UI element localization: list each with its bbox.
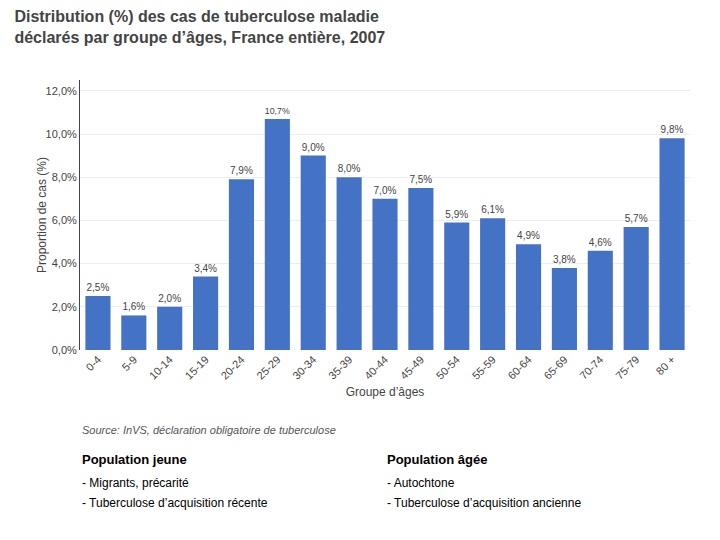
svg-text:- Migrants, précarité: - Migrants, précarité [82,476,189,490]
svg-text:25-29: 25-29 [254,353,282,381]
svg-text:Groupe d’âges: Groupe d’âges [346,385,425,399]
svg-text:30-34: 30-34 [290,353,318,381]
svg-text:6,0%: 6,0% [52,214,77,226]
svg-text:Population âgée: Population âgée [387,452,487,467]
svg-text:20-24: 20-24 [218,353,246,381]
svg-text:- Tuberculose d’acquisition ré: - Tuberculose d’acquisition récente [82,496,268,510]
svg-text:2,0%: 2,0% [158,293,181,304]
svg-text:3,4%: 3,4% [194,263,217,274]
svg-text:7,5%: 7,5% [409,174,432,185]
svg-text:7,0%: 7,0% [374,185,397,196]
svg-text:2,5%: 2,5% [86,282,109,293]
svg-text:- Tuberculose d’acquisition an: - Tuberculose d’acquisition ancienne [387,496,581,510]
svg-text:15-19: 15-19 [183,353,211,381]
svg-text:55-59: 55-59 [470,353,498,381]
svg-text:35-39: 35-39 [326,353,354,381]
svg-text:10-14: 10-14 [147,353,175,381]
svg-text:0,0%: 0,0% [52,344,77,356]
svg-text:2,0%: 2,0% [52,301,77,313]
svg-text:5-9: 5-9 [119,353,139,373]
svg-text:3,8%: 3,8% [553,254,576,265]
svg-text:5,9%: 5,9% [445,209,468,220]
svg-text:Proportion de cas (%): Proportion de cas (%) [35,157,49,273]
svg-text:Population jeune: Population jeune [82,452,187,467]
svg-text:12,0%: 12,0% [46,85,77,97]
svg-text:75-79: 75-79 [613,353,641,381]
svg-text:1,6%: 1,6% [122,301,145,312]
svg-text:40-44: 40-44 [362,353,390,381]
svg-text:Source: InVS, déclaration obli: Source: InVS, déclaration obligatoire de… [82,424,336,436]
svg-text:4,6%: 4,6% [589,237,612,248]
svg-text:9,8%: 9,8% [661,124,684,135]
svg-text:65-69: 65-69 [541,353,569,381]
svg-text:10,0%: 10,0% [46,128,77,140]
svg-text:0-4: 0-4 [84,353,104,373]
svg-text:4,0%: 4,0% [52,257,77,269]
svg-text:5,7%: 5,7% [625,213,648,224]
svg-text:10,7%: 10,7% [265,106,290,116]
svg-text:Distribution (%) des cas de tu: Distribution (%) des cas de tuberculose … [14,8,385,46]
svg-text:8,0%: 8,0% [52,171,77,183]
svg-text:9,0%: 9,0% [302,142,325,153]
svg-text:50-54: 50-54 [434,353,462,381]
svg-text:7,9%: 7,9% [230,165,253,176]
svg-text:8,0%: 8,0% [338,163,361,174]
svg-text:45-49: 45-49 [398,353,426,381]
svg-text:80 +: 80 + [654,353,678,377]
svg-text:6,1%: 6,1% [481,204,504,215]
svg-text:70-74: 70-74 [577,353,605,381]
svg-text:4,9%: 4,9% [517,230,540,241]
svg-text:60-64: 60-64 [505,353,533,381]
svg-text:- Autochtone: - Autochtone [387,476,455,490]
